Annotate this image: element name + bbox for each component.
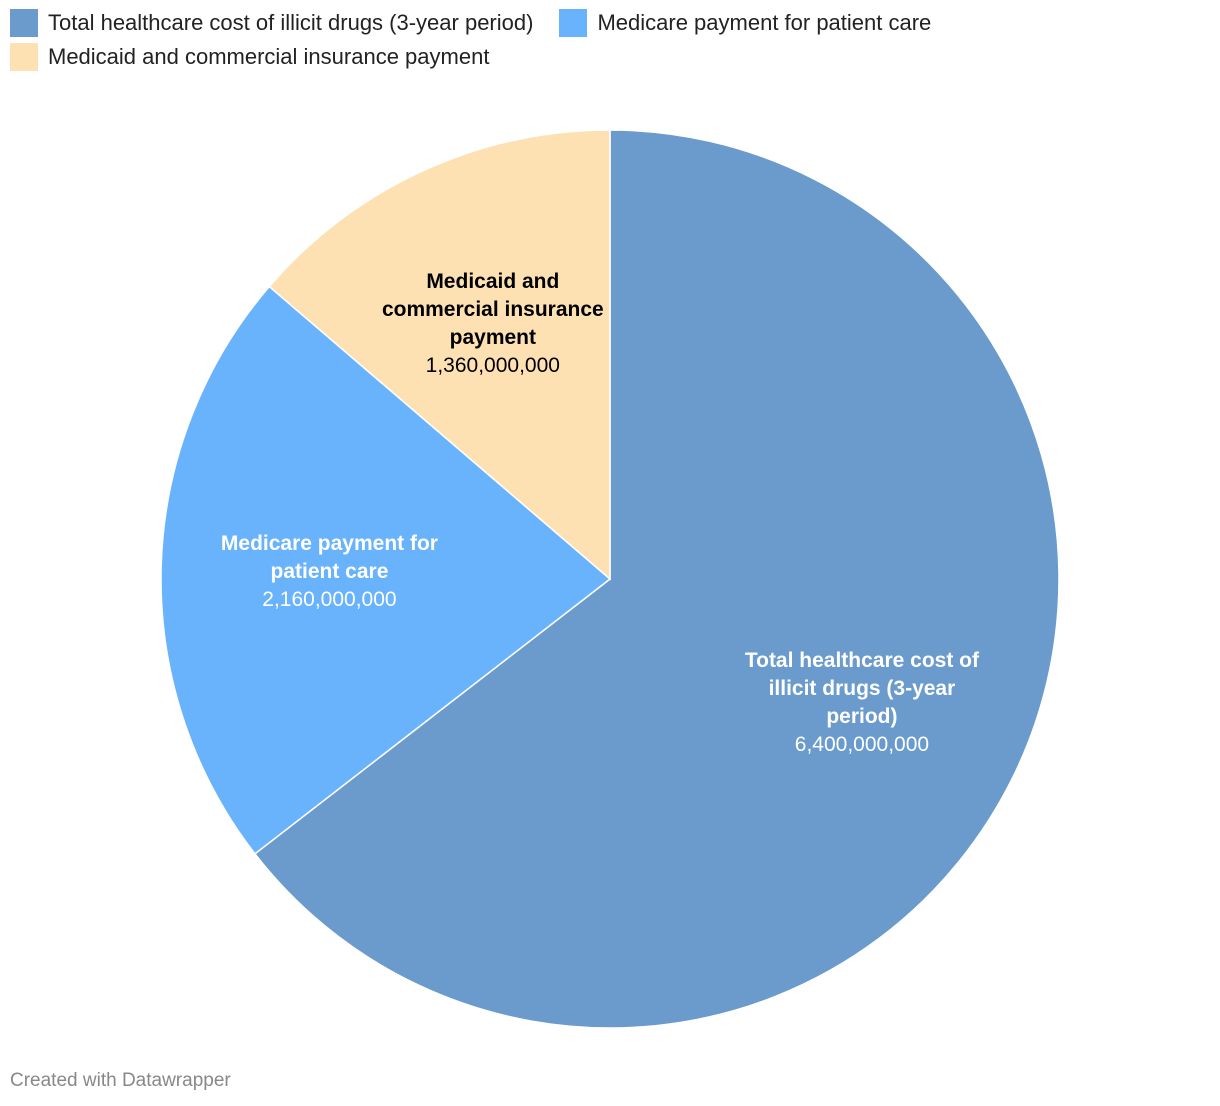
- pie-slice: [268, 129, 611, 581]
- data-label: Medicare payment for patient care 2,160,0…: [204, 530, 454, 614]
- data-label: Medicaid and commercial insurance paymen…: [368, 268, 618, 380]
- data-label-name: Medicaid and commercial insurance paymen…: [381, 270, 604, 349]
- data-label-value: 6,400,000,000: [794, 732, 930, 756]
- legend-swatch: [559, 9, 588, 37]
- legend: Total healthcare cost of illicit drugs (…: [10, 8, 1190, 72]
- footer: Created with Datawrapper: [10, 1070, 231, 1091]
- pie-slice: [160, 285, 612, 855]
- legend-label: Medicare payment for patient care: [597, 10, 932, 35]
- legend-item: Medicaid and commercial insurance paymen…: [10, 42, 489, 72]
- data-label-value: 1,360,000,000: [425, 354, 560, 377]
- legend-swatch: [10, 9, 38, 37]
- legend-label: Medicaid and commercial insurance paymen…: [48, 44, 490, 69]
- legend-swatch: [10, 43, 38, 71]
- data-label-name: Total healthcare cost of illicit drugs (…: [744, 648, 980, 728]
- legend-label: Total healthcare cost of illicit drugs (…: [48, 10, 534, 35]
- legend-item: Total healthcare cost of illicit drugs (…: [10, 8, 533, 38]
- pie-slice: [253, 129, 1060, 1029]
- data-label-value: 2,160,000,000: [262, 587, 397, 611]
- legend-item: Medicare payment for patient care: [559, 8, 931, 38]
- data-label: Total healthcare cost of illicit drugs (…: [737, 647, 987, 759]
- data-label-name: Medicare payment for patient care: [220, 531, 438, 583]
